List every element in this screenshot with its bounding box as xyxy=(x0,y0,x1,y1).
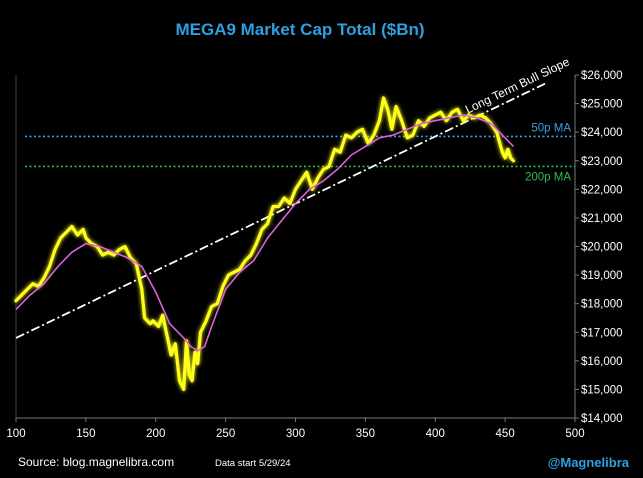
y-tick-label: $14,000 xyxy=(581,413,623,425)
y-tick-label: $21,000 xyxy=(581,213,623,225)
x-tick-label: 100 xyxy=(6,428,25,440)
y-tick-label: $19,000 xyxy=(581,270,623,282)
y-tick-label: $18,000 xyxy=(581,299,623,311)
x-tick-label: 500 xyxy=(565,428,584,440)
x-tick-label: 300 xyxy=(286,428,305,440)
y-tick-label: $20,000 xyxy=(581,242,623,254)
reference-label-50p-ma: 50p MA xyxy=(531,122,571,134)
trendline-label: Long Term Bull Slope xyxy=(463,54,572,116)
x-tick-label: 200 xyxy=(146,428,165,440)
author-handle: @Magnelibra xyxy=(547,455,629,470)
y-tick-label: $16,000 xyxy=(581,356,623,368)
y-tick-label: $24,000 xyxy=(581,127,623,139)
price-series-line xyxy=(14,96,516,391)
x-tick-label: 350 xyxy=(356,428,375,440)
trendline xyxy=(15,82,546,339)
y-tick-label: $26,000 xyxy=(581,70,623,82)
y-tick-label: $15,000 xyxy=(581,384,623,396)
y-tick-label: $22,000 xyxy=(581,184,623,196)
y-tick-label: $23,000 xyxy=(581,156,623,168)
moving-average-line xyxy=(15,114,515,352)
chart-title: MEGA9 Market Cap Total ($Bn) xyxy=(175,20,425,39)
x-tick-label: 250 xyxy=(216,428,235,440)
x-tick-label: 400 xyxy=(426,428,445,440)
x-tick-label: 150 xyxy=(76,428,95,440)
data-start-note: Data start 5/29/24 xyxy=(215,458,291,469)
y-tick-label: $17,000 xyxy=(581,327,623,339)
reference-label-200p-ma: 200p MA xyxy=(525,171,571,183)
y-tick-label: $25,000 xyxy=(581,99,623,111)
x-tick-label: 450 xyxy=(496,428,515,440)
source-note: Source: blog.magnelibra.com xyxy=(18,455,175,469)
